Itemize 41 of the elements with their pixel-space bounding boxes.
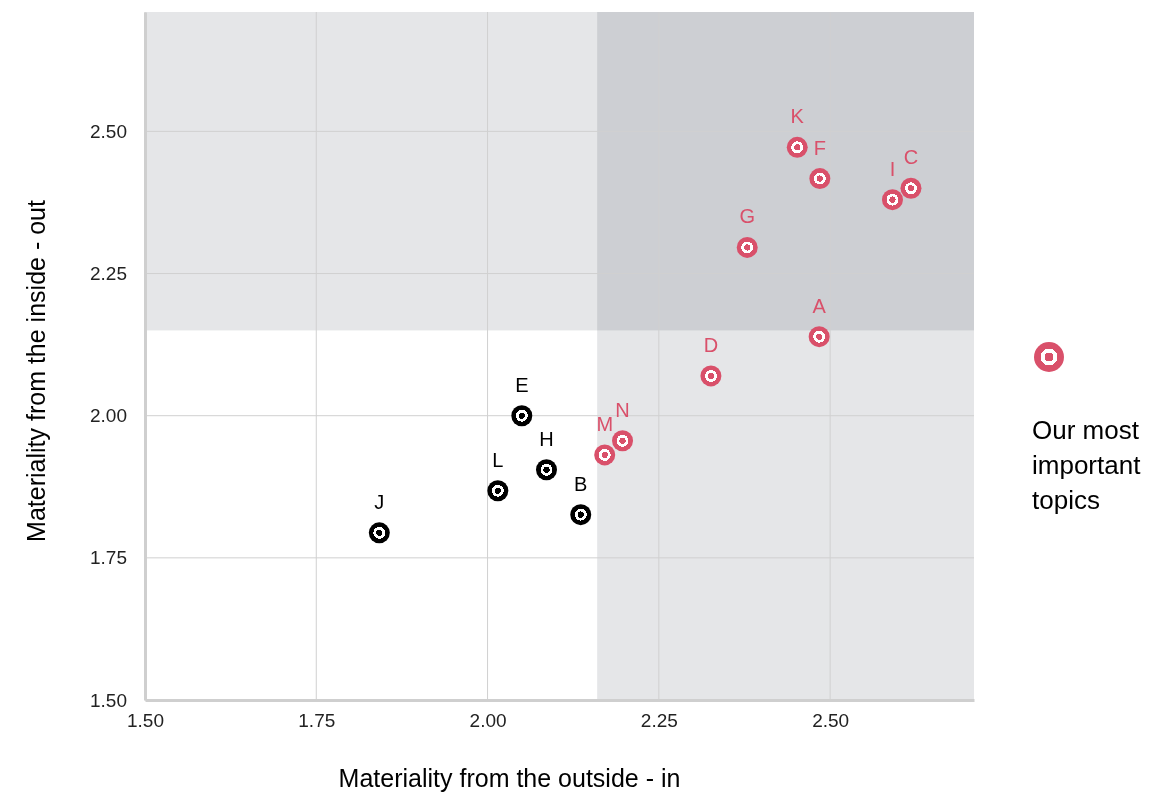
- y-tick-label: 2.00: [90, 405, 127, 427]
- annotation: J: [374, 490, 385, 513]
- y-tick-label: 1.75: [90, 547, 127, 569]
- point: [511, 405, 533, 427]
- y-axis-title: Materiality from the inside - out: [22, 200, 50, 542]
- point: [736, 236, 758, 258]
- annotation: H: [539, 427, 554, 450]
- y-tick-label: 1.50: [90, 689, 127, 711]
- annotation: G: [739, 205, 756, 228]
- x-axis-title: Materiality from the outside - in: [338, 764, 681, 792]
- annotation: N: [615, 398, 630, 421]
- point: [900, 177, 922, 199]
- point: [368, 522, 390, 544]
- y-tick-label: 2.50: [90, 120, 127, 142]
- annotation: L: [492, 448, 504, 471]
- point: [881, 189, 903, 211]
- point: [570, 504, 592, 526]
- annotation: C: [903, 146, 919, 169]
- x-tick-label: 1.50: [127, 710, 164, 732]
- annotation: A: [812, 294, 827, 317]
- point: [487, 480, 509, 502]
- annotation: E: [515, 373, 529, 396]
- x-tick-label: 2.50: [812, 710, 850, 732]
- annotation: I: [889, 157, 896, 180]
- y-tick-label: 2.25: [90, 263, 127, 285]
- point: [809, 168, 831, 190]
- point: [786, 136, 808, 158]
- x-tick-label: 1.75: [298, 710, 336, 732]
- annotation: F: [813, 136, 826, 159]
- point: [808, 326, 830, 348]
- annotation: M: [596, 412, 614, 435]
- annotation: K: [790, 105, 805, 128]
- x-tick-label: 2.00: [469, 710, 507, 732]
- text: Our most important topics: [1032, 415, 1142, 515]
- annotation: B: [574, 472, 588, 495]
- point: [612, 430, 634, 452]
- annotation: D: [703, 333, 719, 356]
- point: [535, 459, 557, 481]
- x-tick-label: 2.25: [640, 710, 678, 732]
- point: [700, 365, 722, 387]
- point: [594, 444, 616, 466]
